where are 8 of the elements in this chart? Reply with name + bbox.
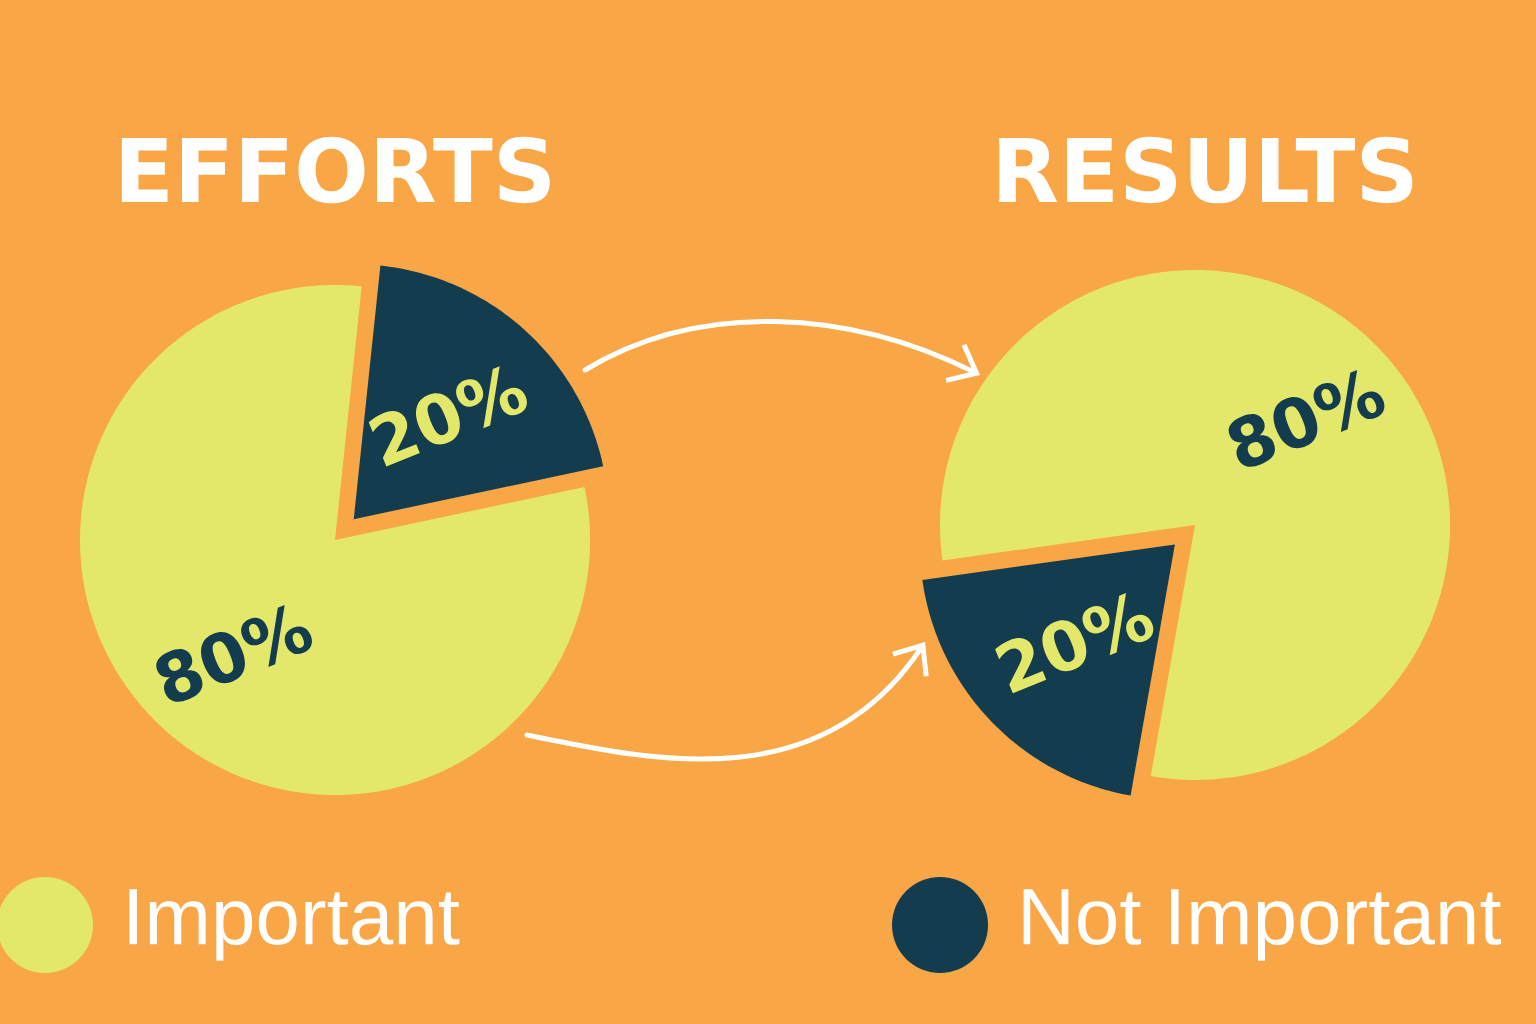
data-label: 80%	[1228, 369, 1385, 467]
chart-title: RESULTS	[999, 136, 1413, 204]
data-label: 80%	[156, 604, 312, 702]
chart-title: EFFORTS	[121, 136, 550, 204]
data-label: 20%	[368, 366, 527, 467]
legend-label: Not Important	[1023, 889, 1502, 961]
legend-label: Important	[129, 889, 460, 961]
data-label: 20%	[995, 593, 1154, 694]
